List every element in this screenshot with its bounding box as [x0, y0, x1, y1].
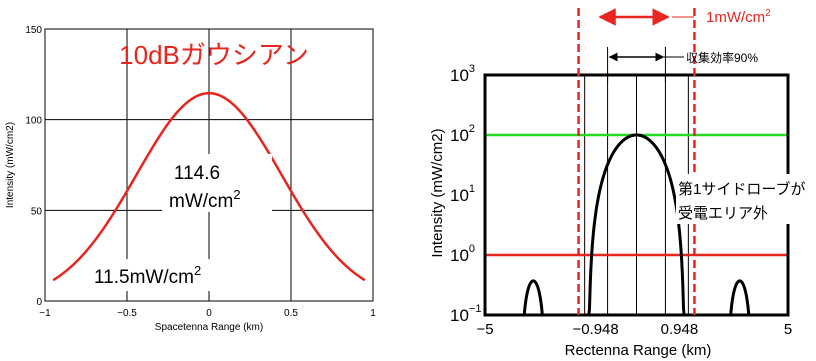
efficiency-label: 収集効率90%: [686, 50, 758, 65]
left-edge-label-bg: [86, 259, 250, 291]
left-edge-value-sup: 2: [194, 263, 201, 278]
left-tick-labels: −1 −0.5 0 0.5 1 0 50 100 150: [25, 25, 376, 319]
left-peak-value: 114.6: [174, 163, 220, 184]
left-chart-title: 10dBガウシアン: [119, 40, 309, 70]
left-x-tick-label: 1: [370, 308, 376, 319]
left-y-tick-label: 100: [25, 116, 42, 127]
left-x-tick-label: 0.5: [284, 308, 298, 319]
right-y-tick-label: 102: [450, 123, 475, 145]
red-bracket-label: 1mW/cm2: [706, 8, 771, 26]
right-side-lobe: [729, 279, 751, 316]
left-y-tick-label: 50: [31, 206, 43, 217]
left-peak-unit-base: mW/cm: [169, 191, 233, 212]
left-peak-unit-sup: 2: [233, 187, 240, 202]
left-peak-label-bg: [162, 154, 272, 212]
left-x-tick-label: 0: [206, 308, 212, 319]
sidelobe-note-bg: [676, 174, 791, 224]
left-series-line: [52, 91, 366, 282]
right-side-lobe: [522, 279, 544, 316]
left-edge-value-base: 11.5mW/cm: [94, 267, 194, 288]
right-y-tick-label: 103: [450, 63, 475, 85]
right-red-dashed-lines: [577, 8, 696, 315]
left-x-tick-label: −1: [39, 308, 51, 319]
left-chart: −1 −0.5 0 0.5 1 0 50 100 150 10dBガウシアン 114.6 mW/…: [5, 25, 376, 333]
right-main-lobe-line: [587, 133, 686, 317]
right-chart: −5 −0.948 0.948 5 10−1 100 101 102 103 1mW/cm2 収…: [429, 8, 805, 359]
right-tick-labels: −5 −0.948 0.948 5 10−1 100 101 102 103: [450, 63, 792, 338]
left-edge-value: 11.5mW/cm2: [94, 263, 201, 288]
left-x-axis-label: Spacetenna Range (km): [155, 322, 263, 333]
left-y-tick-label: 150: [25, 25, 42, 36]
right-x-tick-label: −5: [476, 321, 493, 338]
left-x-tick-label: −0.5: [117, 308, 137, 319]
right-y-tick-label: 101: [450, 183, 475, 205]
right-y-tick-label: 10−1: [450, 303, 481, 325]
right-x-axis-label: Rectenna Range (km): [565, 342, 712, 359]
right-x-tick-label: −0.948: [572, 321, 618, 338]
red-bracket-label-sup: 2: [765, 8, 771, 19]
left-y-axis-label: Intensity (mW/cm2): [5, 122, 16, 208]
red-bracket-label-base: 1mW/cm: [706, 9, 765, 26]
right-x-tick-label: 5: [784, 321, 792, 338]
right-y-axis-label: Intensity (mW/cm2): [429, 128, 446, 257]
left-y-tick-label: 0: [36, 297, 42, 308]
right-x-tick-label: 0.948: [661, 321, 699, 338]
left-peak-unit: mW/cm2: [169, 187, 241, 212]
right-y-tick-label: 100: [450, 243, 475, 265]
right-side-lobes: [522, 279, 751, 316]
sidelobe-note-line2: 受電エリア外: [678, 205, 768, 222]
right-vertical-lines: [584, 75, 689, 315]
sidelobe-note-line1: 第1サイドローブが: [678, 180, 805, 198]
